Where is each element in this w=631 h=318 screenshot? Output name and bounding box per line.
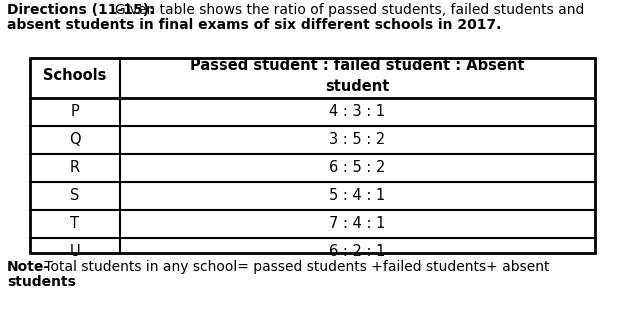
Text: R: R: [70, 161, 80, 176]
Bar: [30, 58, 595, 253]
Text: S: S: [70, 189, 80, 204]
Text: Q: Q: [69, 133, 81, 148]
Text: Given table shows the ratio of passed students, failed students and: Given table shows the ratio of passed st…: [115, 3, 584, 17]
Text: Schools: Schools: [44, 68, 107, 84]
Text: U: U: [69, 245, 80, 259]
Text: Total students in any school= passed students +failed students+ absent: Total students in any school= passed stu…: [40, 260, 550, 274]
Text: students: students: [7, 275, 76, 289]
Text: 3 : 5 : 2: 3 : 5 : 2: [329, 133, 386, 148]
Text: absent students in final exams of six different schools in 2017.: absent students in final exams of six di…: [7, 18, 502, 32]
Text: 6 : 5 : 2: 6 : 5 : 2: [329, 161, 386, 176]
Text: 7 : 4 : 1: 7 : 4 : 1: [329, 217, 386, 232]
Text: T: T: [71, 217, 80, 232]
Text: 5 : 4 : 1: 5 : 4 : 1: [329, 189, 386, 204]
Text: Note-: Note-: [7, 260, 50, 274]
Text: P: P: [71, 105, 80, 120]
Text: 4 : 3 : 1: 4 : 3 : 1: [329, 105, 386, 120]
Text: Directions (11-15):: Directions (11-15):: [7, 3, 160, 17]
Text: Passed student : failed student : Absent
student: Passed student : failed student : Absent…: [191, 58, 525, 94]
Text: 6 : 2 : 1: 6 : 2 : 1: [329, 245, 386, 259]
